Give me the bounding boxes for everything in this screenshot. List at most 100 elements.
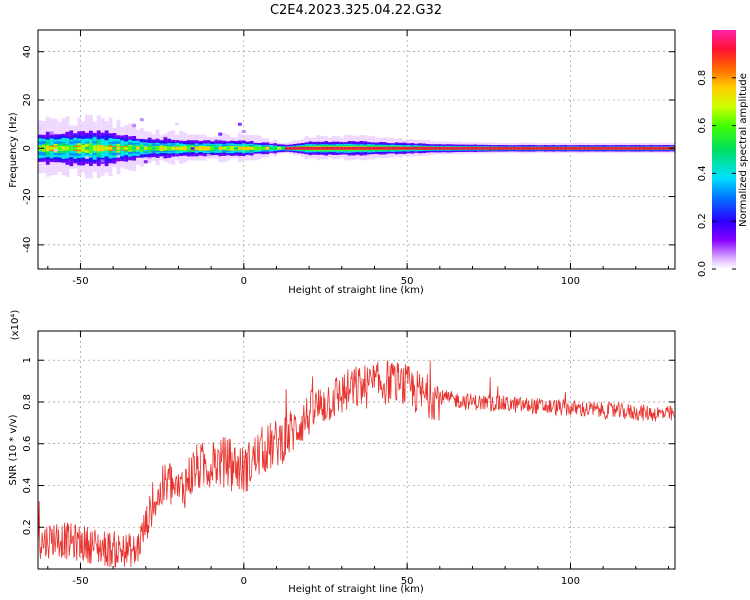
heatmap-cell xyxy=(210,146,215,150)
heatmap-cell xyxy=(163,146,168,150)
heatmap-cell xyxy=(124,146,129,150)
heatmap-cell xyxy=(375,146,380,150)
heatmap-cell xyxy=(245,146,250,150)
heatmap-cell xyxy=(637,146,642,150)
heatmap-cell xyxy=(571,146,576,150)
heatmap-cell xyxy=(57,146,62,150)
figure-title: C2E4.2023.325.04.22.G32 xyxy=(270,3,442,18)
heatmap-cell xyxy=(520,146,525,150)
heatmap-cell xyxy=(586,146,591,150)
snr-series-line xyxy=(38,360,675,568)
snr-y-ticks: 0.2 0.4 0.6 0.8 1 xyxy=(22,357,675,535)
heatmap-cell xyxy=(578,146,583,150)
heatmap-cell xyxy=(524,146,528,150)
heatmap-cell xyxy=(441,146,446,150)
heatmap-cell xyxy=(469,146,474,150)
heatmap-cell xyxy=(237,122,242,126)
heatmap-cell xyxy=(132,124,136,128)
heatmap-cell xyxy=(265,146,270,150)
heatmap-cell xyxy=(465,146,470,150)
heatmap-cell xyxy=(159,146,164,150)
heatmap-cell xyxy=(120,146,125,150)
heatmap-cell xyxy=(367,146,372,150)
spectrogram-y-label: Frequency (Hz) xyxy=(8,112,19,188)
heatmap-cell xyxy=(312,146,317,150)
snr-x-tick-label: 50 xyxy=(401,576,414,587)
heatmap-cell xyxy=(641,146,646,150)
heatmap-cell xyxy=(61,146,66,150)
heatmap-cell xyxy=(261,146,266,150)
heatmap-cell xyxy=(661,146,666,150)
heatmap-cell xyxy=(108,146,113,150)
heatmap-cell xyxy=(100,159,105,163)
heatmap-cell xyxy=(139,118,144,122)
heatmap-cell xyxy=(100,146,105,150)
heatmap-cell xyxy=(355,146,360,150)
spectrogram-x-tick-label: 100 xyxy=(561,276,580,287)
colorbar-tick-label: 0.4 xyxy=(697,165,708,181)
heatmap-cell xyxy=(582,146,587,150)
heatmap-cell xyxy=(198,146,203,150)
heatmap-cell xyxy=(288,146,293,150)
heatmap-cell xyxy=(496,146,501,150)
heatmap-cell xyxy=(96,146,101,150)
heatmap-cell xyxy=(132,146,136,150)
heatmap-cell xyxy=(304,146,309,150)
spectrogram-x-ticks: -50 0 50 100 xyxy=(47,30,669,287)
heatmap-cell xyxy=(484,146,489,150)
heatmap-cell xyxy=(92,146,97,150)
heatmap-cell xyxy=(143,146,148,150)
heatmap-cell xyxy=(406,146,411,150)
heatmap-cell xyxy=(512,146,517,150)
heatmap-cell xyxy=(241,129,246,133)
heatmap-cell xyxy=(136,146,140,150)
snr-y-tick-label: 0.4 xyxy=(22,478,33,494)
heatmap-cell xyxy=(433,146,438,150)
heatmap-cell xyxy=(171,146,176,150)
heatmap-cell xyxy=(531,146,536,150)
heatmap-cell xyxy=(241,146,246,150)
heatmap-cell xyxy=(398,146,403,150)
snr-y-scale-label: (x10⁴) xyxy=(10,310,21,341)
heatmap-cell xyxy=(437,146,442,150)
heatmap-cell xyxy=(504,146,509,150)
heatmap-cell xyxy=(657,146,662,150)
heatmap-cell xyxy=(77,146,82,150)
snr-series xyxy=(38,360,675,568)
heatmap-cell xyxy=(155,146,160,150)
heatmap-cell xyxy=(328,146,332,150)
heatmap-cell xyxy=(543,146,548,150)
heatmap-cell xyxy=(379,146,383,150)
heatmap-cell xyxy=(610,146,615,150)
snr-x-tick-label: 0 xyxy=(241,576,247,587)
heatmap-cell xyxy=(143,160,148,164)
heatmap-cell xyxy=(324,146,329,150)
heatmap-cell xyxy=(410,146,415,150)
snr-y-tick-label: 0.2 xyxy=(22,519,33,535)
heatmap-cell xyxy=(151,152,156,156)
heatmap-cell xyxy=(249,146,254,150)
heatmap-cell xyxy=(551,146,556,150)
spectrogram-x-label: Height of straight line (km) xyxy=(288,285,424,296)
heatmap-cell xyxy=(414,146,419,150)
heatmap-cell xyxy=(457,146,462,150)
heatmap-cell xyxy=(85,146,89,150)
heatmap-cell xyxy=(394,146,399,150)
heatmap-cell xyxy=(626,146,630,150)
heatmap-cell xyxy=(85,156,89,160)
heatmap-cell xyxy=(214,139,219,143)
heatmap-cell xyxy=(402,146,407,150)
heatmap-cell xyxy=(347,146,352,150)
snr-panel: -50 0 50 100 0.2 0.4 0.6 0.8 1 Height of straig… xyxy=(8,310,676,595)
heatmap-cell xyxy=(88,146,93,150)
heatmap-cell xyxy=(308,146,313,150)
heatmap-cell xyxy=(316,146,321,150)
heatmap-cell xyxy=(167,146,172,150)
heatmap-cell xyxy=(230,146,234,150)
heatmap-cell xyxy=(351,146,356,150)
heatmap-cell xyxy=(649,146,654,150)
heatmap-cell xyxy=(598,146,603,150)
heatmap-cell xyxy=(567,146,572,150)
heatmap-cell xyxy=(269,146,274,150)
